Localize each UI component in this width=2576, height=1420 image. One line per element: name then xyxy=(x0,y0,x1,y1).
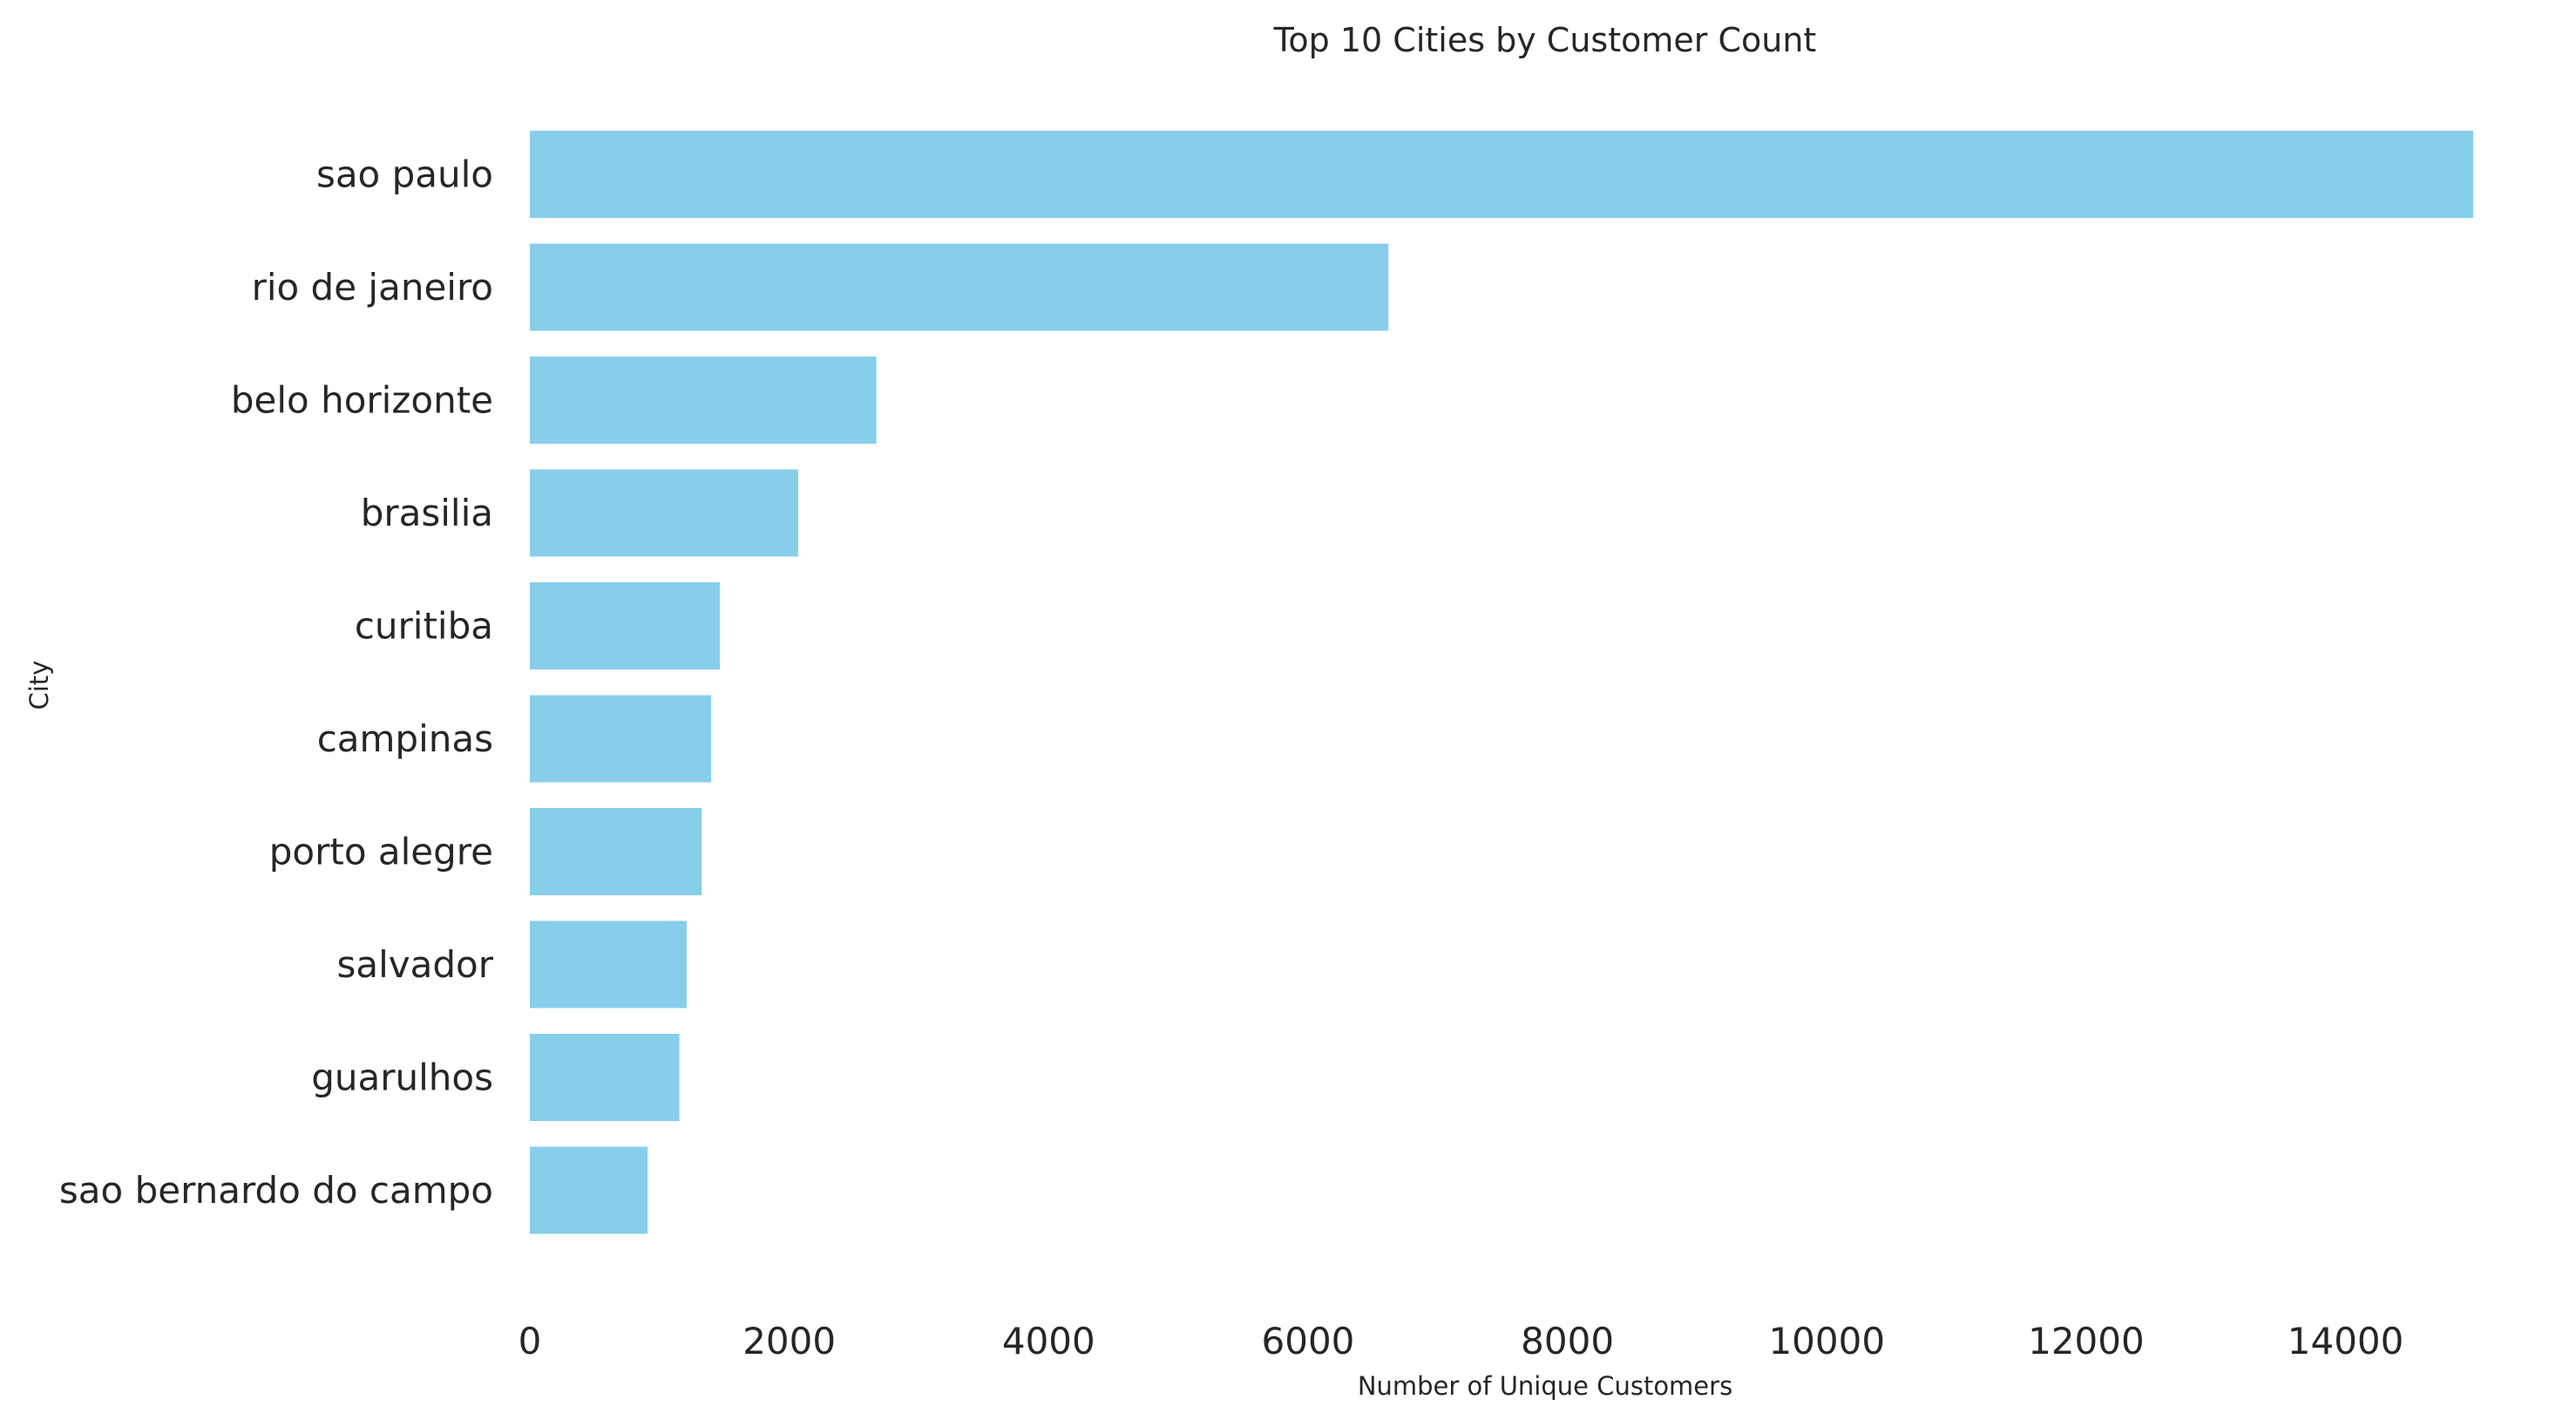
bar-porto-alegre xyxy=(530,808,702,895)
x-tick-label: 8000 xyxy=(1521,1320,1614,1362)
y-tick-label: rio de janeiro xyxy=(252,266,493,309)
y-tick-label: belo horizonte xyxy=(231,379,493,422)
bar-salvador xyxy=(530,921,687,1009)
bar-sao-bernardo-do-campo xyxy=(530,1146,648,1234)
x-tick-labels: 0 2000 4000 6000 8000 10000 12000 14000 xyxy=(519,1320,2404,1362)
y-tick-label: curitiba xyxy=(355,605,493,648)
y-axis-label: City xyxy=(24,661,54,710)
y-tick-label: brasilia xyxy=(361,492,493,534)
y-tick-label: campinas xyxy=(317,717,493,760)
bar-belo-horizonte xyxy=(530,357,877,444)
chart-title: Top 10 Cities by Customer Count xyxy=(1273,21,1817,59)
x-tick-label: 2000 xyxy=(742,1320,836,1362)
y-tick-label: salvador xyxy=(336,943,493,986)
x-tick-label: 12000 xyxy=(2028,1320,2145,1362)
x-axis-label: Number of Unique Customers xyxy=(1358,1371,1732,1401)
x-tick-label: 14000 xyxy=(2288,1320,2404,1362)
y-tick-labels: sao paulo rio de janeiro belo horizonte bra… xyxy=(59,153,494,1213)
bar-brasilia xyxy=(530,469,798,557)
y-tick-label: sao paulo xyxy=(316,153,493,196)
bar-curitiba xyxy=(530,582,721,669)
bar-rio-de-janeiro xyxy=(530,243,1389,331)
bar-guarulhos xyxy=(530,1034,680,1121)
bar-sao-paulo xyxy=(530,131,2473,218)
bars xyxy=(530,131,2473,1234)
y-tick-label: sao bernardo do campo xyxy=(59,1169,493,1212)
x-tick-label: 6000 xyxy=(1262,1320,1355,1362)
y-tick-label: porto alegre xyxy=(269,831,493,873)
x-tick-label: 4000 xyxy=(1002,1320,1095,1362)
x-tick-label: 10000 xyxy=(1768,1320,1885,1362)
bar-campinas xyxy=(530,695,712,783)
y-tick-label: guarulhos xyxy=(311,1057,493,1099)
x-tick-label: 0 xyxy=(519,1320,542,1362)
